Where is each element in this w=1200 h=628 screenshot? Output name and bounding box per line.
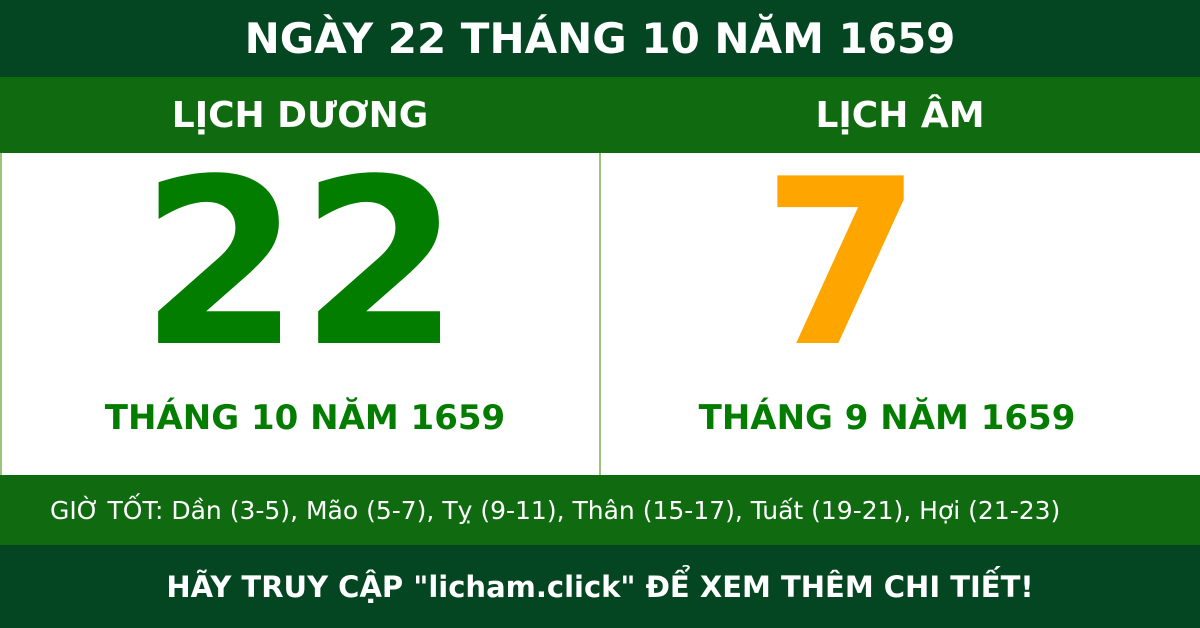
- solar-month-year: THÁNG 10 NĂM 1659: [104, 398, 506, 438]
- calendar-body: [0, 153, 1200, 475]
- solar-calendar-label: LỊCH DƯƠNG: [171, 94, 429, 136]
- good-hours: GIỜ TỐT: Dần (3-5), Mão (5-7), Tỵ (9-11)…: [0, 475, 1200, 545]
- page-title: NGÀY 22 THÁNG 10 NĂM 1659: [0, 0, 1200, 77]
- lunar-month-year: THÁNG 9 NĂM 1659: [698, 398, 1076, 438]
- footer-cta: HÃY TRUY CẬP "licham.click" ĐỂ XEM THÊM …: [0, 545, 1200, 628]
- calendar-headers: LỊCH DƯƠNG LỊCH ÂM: [0, 77, 1200, 153]
- lunar-day: 7: [761, 131, 923, 398]
- solar-day: 22: [139, 131, 461, 398]
- lunar-calendar-label: LỊCH ÂM: [815, 94, 985, 136]
- divider: [599, 153, 601, 475]
